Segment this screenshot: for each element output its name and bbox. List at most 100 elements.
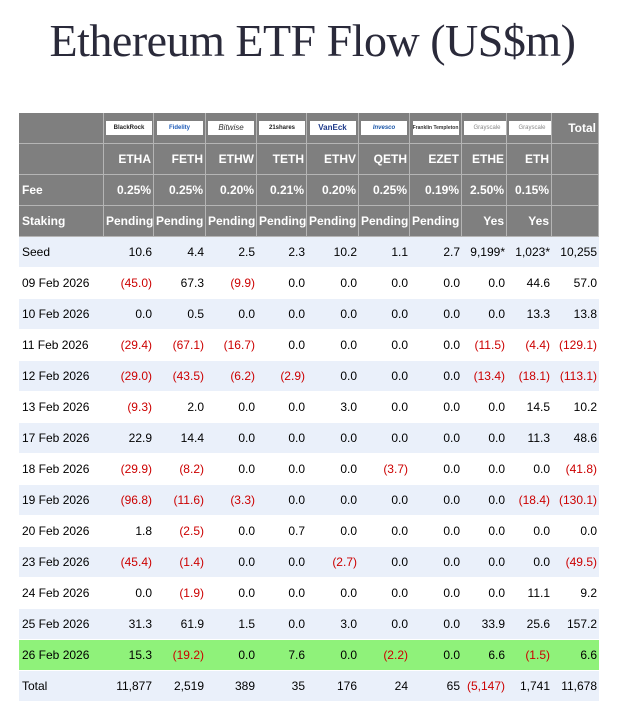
issuer-logo: Franklin Templeton bbox=[412, 121, 459, 136]
flow-value: (9.9) bbox=[206, 268, 257, 299]
flow-value: 0.0 bbox=[307, 423, 359, 454]
issuer-logo: Grayscale bbox=[464, 121, 506, 136]
flow-value: 0.0 bbox=[257, 423, 307, 454]
flow-value: 22.9 bbox=[104, 423, 154, 454]
ticker-label: ETH bbox=[507, 144, 552, 175]
table-row: 23 Feb 2026 (45.4) (1.4) 0.0 0.0 (2.7) 0.0 0.0 0… bbox=[19, 547, 599, 578]
flow-value: (29.0) bbox=[104, 361, 154, 392]
flow-value: 0.0 bbox=[257, 609, 307, 640]
staking-value: Yes bbox=[507, 206, 552, 237]
flow-value: 25.6 bbox=[507, 609, 552, 640]
flow-value: 0.0 bbox=[307, 268, 359, 299]
flow-value: 0.0 bbox=[257, 299, 307, 330]
flow-value: 0.0 bbox=[507, 516, 552, 547]
row-date-label: 23 Feb 2026 bbox=[19, 547, 104, 578]
flow-value: 67.3 bbox=[154, 268, 206, 299]
row-date-label: 17 Feb 2026 bbox=[19, 423, 104, 454]
flow-value: 0.0 bbox=[410, 392, 462, 423]
issuer-logo-cell: Fidelity bbox=[154, 113, 206, 144]
flow-value: (1.5) bbox=[507, 640, 552, 671]
flow-value: (2.2) bbox=[359, 640, 410, 671]
flow-value: 13.3 bbox=[507, 299, 552, 330]
flow-value: (45.4) bbox=[104, 547, 154, 578]
table-row: 10 Feb 2026 0.0 0.5 0.0 0.0 0.0 0.0 0.0 0.0 13.3 1… bbox=[19, 299, 599, 330]
issuer-logo-cell: BlackRock bbox=[104, 113, 154, 144]
staking-value: Pending bbox=[307, 206, 359, 237]
row-total-value: 48.6 bbox=[552, 423, 599, 454]
flow-value: 0.0 bbox=[359, 423, 410, 454]
fee-row-total bbox=[552, 175, 599, 206]
ticker-row: ETHA FETH ETHW TETH ETHV QETH EZET ETHE ETH bbox=[19, 144, 599, 175]
flow-value: 0.0 bbox=[307, 578, 359, 609]
flow-value: 2.5 bbox=[206, 237, 257, 268]
table-row: 18 Feb 2026 (29.9) (8.2) 0.0 0.0 0.0 (3.7) 0.0 0… bbox=[19, 454, 599, 485]
issuer-logo: Grayscale bbox=[509, 121, 551, 136]
fee-value: 2.50% bbox=[462, 175, 507, 206]
flow-value: 0.0 bbox=[410, 423, 462, 454]
issuer-logo: Invesco bbox=[361, 121, 407, 136]
flow-value: 0.0 bbox=[206, 299, 257, 330]
flow-value: 0.0 bbox=[104, 578, 154, 609]
flow-value: 0.0 bbox=[410, 609, 462, 640]
flow-value: (18.4) bbox=[507, 485, 552, 516]
flow-value: 11.3 bbox=[507, 423, 552, 454]
flow-value: 0.0 bbox=[462, 516, 507, 547]
flow-value: 0.0 bbox=[206, 516, 257, 547]
total-value: 176 bbox=[307, 671, 359, 702]
fee-value: 0.25% bbox=[104, 175, 154, 206]
flow-value: 1.8 bbox=[104, 516, 154, 547]
issuer-logo-cell: Grayscale bbox=[462, 113, 507, 144]
flow-value: 14.5 bbox=[507, 392, 552, 423]
flow-value: 0.0 bbox=[359, 268, 410, 299]
flow-value: 0.0 bbox=[462, 392, 507, 423]
flow-value: 0.0 bbox=[462, 299, 507, 330]
flow-value: (16.7) bbox=[206, 330, 257, 361]
row-total-value: 57.0 bbox=[552, 268, 599, 299]
staking-value: Pending bbox=[206, 206, 257, 237]
flow-value: 0.0 bbox=[410, 578, 462, 609]
flow-value: 0.0 bbox=[462, 454, 507, 485]
flow-value: 0.0 bbox=[359, 609, 410, 640]
ticker-row-total bbox=[552, 144, 599, 175]
total-row: Total 11,877 2,519 389 35 176 24 65 (5,147) 1,741… bbox=[19, 671, 599, 702]
flow-value: 0.0 bbox=[206, 640, 257, 671]
flow-value: (96.8) bbox=[104, 485, 154, 516]
ticker-label: ETHV bbox=[307, 144, 359, 175]
row-total-value: 9.2 bbox=[552, 578, 599, 609]
table-row: 24 Feb 2026 0.0 (1.9) 0.0 0.0 0.0 0.0 0.0 0.0 11.… bbox=[19, 578, 599, 609]
ticker-label: EZET bbox=[410, 144, 462, 175]
fee-row-label: Fee bbox=[19, 175, 104, 206]
row-date-label: 18 Feb 2026 bbox=[19, 454, 104, 485]
flow-value: (3.3) bbox=[206, 485, 257, 516]
flow-value: 0.0 bbox=[410, 299, 462, 330]
flow-value: 0.7 bbox=[257, 516, 307, 547]
grand-total-value: 11,678 bbox=[552, 671, 599, 702]
flow-value: 61.9 bbox=[154, 609, 206, 640]
row-total-value: (130.1) bbox=[552, 485, 599, 516]
flow-value: 0.0 bbox=[307, 640, 359, 671]
flow-value: (1.4) bbox=[154, 547, 206, 578]
flow-value: 0.0 bbox=[307, 454, 359, 485]
flow-value: 0.0 bbox=[257, 485, 307, 516]
flow-value: (2.7) bbox=[307, 547, 359, 578]
row-date-label: Seed bbox=[19, 237, 104, 268]
flow-value: 0.0 bbox=[257, 268, 307, 299]
flow-value: 0.0 bbox=[462, 268, 507, 299]
staking-value: Pending bbox=[154, 206, 206, 237]
ticker-label: TETH bbox=[257, 144, 307, 175]
row-total-value: 157.2 bbox=[552, 609, 599, 640]
issuer-logo: Bitwise bbox=[208, 121, 254, 136]
corner-cell bbox=[19, 113, 104, 144]
flow-value: (43.5) bbox=[154, 361, 206, 392]
row-date-label: 13 Feb 2026 bbox=[19, 392, 104, 423]
flow-value: 0.0 bbox=[307, 516, 359, 547]
flow-value: 2.0 bbox=[154, 392, 206, 423]
ticker-row-label bbox=[19, 144, 104, 175]
flow-value: 0.0 bbox=[507, 547, 552, 578]
staking-value: Pending bbox=[410, 206, 462, 237]
staking-row-total bbox=[552, 206, 599, 237]
issuer-logo-cell: VanEck bbox=[307, 113, 359, 144]
flow-value: 31.3 bbox=[104, 609, 154, 640]
flow-value: (4.4) bbox=[507, 330, 552, 361]
row-total-value: (41.8) bbox=[552, 454, 599, 485]
